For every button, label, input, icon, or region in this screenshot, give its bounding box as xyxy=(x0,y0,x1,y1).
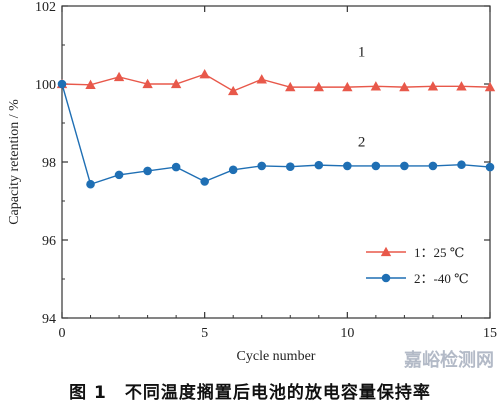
axes: 0 5 10 15 94 96 98 100 102 Cycle number Capacity r… xyxy=(7,0,497,364)
data-point-triangle xyxy=(256,74,267,84)
data-point-circle xyxy=(228,165,238,175)
legend: 1：25 ℃ 2：-40 ℃ xyxy=(366,245,469,286)
data-point-triangle xyxy=(427,81,439,91)
data-point-circle xyxy=(200,177,209,186)
y-axis-title: Capacity retention / % xyxy=(7,99,22,225)
series-line xyxy=(61,73,491,92)
x-tick-label: 5 xyxy=(201,326,208,341)
data-point-triangle xyxy=(313,81,324,92)
x-tick-label: 10 xyxy=(340,326,354,341)
chart: 0 5 10 15 94 96 98 100 102 Cycle number Capacity r… xyxy=(7,0,497,364)
data-point-circle xyxy=(400,161,409,171)
data-point-triangle xyxy=(399,81,410,92)
x-tick-label: 0 xyxy=(59,326,66,341)
data-point-circle xyxy=(485,162,495,172)
data-point-circle xyxy=(457,160,466,170)
data-point-triangle xyxy=(228,85,239,96)
data-point-triangle xyxy=(199,69,210,79)
figure-caption: 图 1 不同温度搁置后电池的放电容量保持率 xyxy=(0,378,500,403)
data-point-triangle xyxy=(342,81,353,92)
data-point-circle xyxy=(285,162,295,171)
data-point-circle xyxy=(428,161,438,171)
data-point-circle xyxy=(143,166,152,176)
data-point-circle xyxy=(57,79,67,89)
legend-marker xyxy=(380,246,392,257)
data-point-triangle xyxy=(285,81,296,92)
y-tick-label: 102 xyxy=(35,0,56,15)
data-point-circle xyxy=(371,161,381,171)
data-point-circle xyxy=(114,170,124,180)
y-tick-label: 96 xyxy=(42,234,56,249)
series-layer: 12 xyxy=(56,45,496,189)
data-point-circle xyxy=(343,161,352,171)
data-point-triangle xyxy=(370,81,382,91)
watermark: 嘉峪检测网 xyxy=(404,350,494,371)
x-axis-title: Cycle number xyxy=(237,349,316,364)
figure-number: 图 1 xyxy=(69,383,107,403)
series-tag-2: 2 xyxy=(358,134,366,150)
series-tag-1: 1 xyxy=(358,45,366,61)
data-point-circle xyxy=(171,162,181,172)
series-line xyxy=(61,83,491,186)
data-point-triangle xyxy=(85,79,96,89)
data-point-triangle xyxy=(170,78,182,89)
data-point-triangle xyxy=(456,81,467,91)
legend-marker xyxy=(381,273,391,283)
data-point-circle xyxy=(314,160,324,170)
y-tick-label: 94 xyxy=(42,312,56,327)
x-tick-label: 15 xyxy=(483,326,497,341)
legend-label: 1：25 ℃ xyxy=(414,245,464,260)
data-point-triangle xyxy=(142,78,153,89)
y-tick-label: 100 xyxy=(35,78,56,93)
data-point-circle xyxy=(86,179,95,189)
data-point-circle xyxy=(257,161,267,171)
series-1 xyxy=(56,69,496,96)
series-2 xyxy=(57,79,495,189)
y-tick-label: 98 xyxy=(42,156,56,171)
data-point-triangle xyxy=(484,81,496,92)
caption-text: 不同温度搁置后电池的放电容量保持率 xyxy=(124,383,431,403)
legend-label: 2：-40 ℃ xyxy=(414,271,469,286)
data-point-triangle xyxy=(113,71,125,82)
